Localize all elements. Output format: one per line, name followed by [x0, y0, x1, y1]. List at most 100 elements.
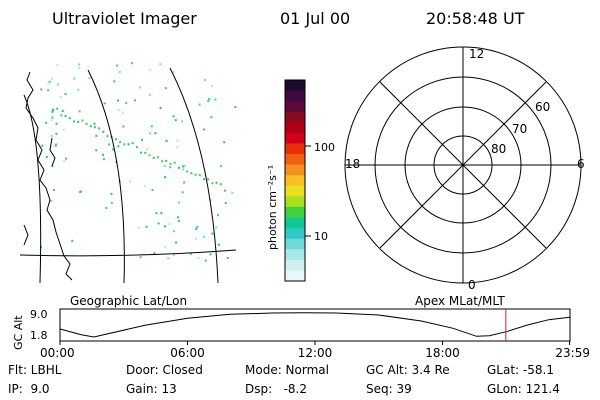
colorbar-cell — [285, 185, 305, 197]
emission-pixel — [119, 141, 122, 144]
emission-pixel — [145, 225, 148, 228]
emission-pixel — [110, 201, 113, 204]
emission-pixel — [178, 201, 180, 204]
emission-pixel — [165, 139, 168, 142]
emission-pixel — [203, 178, 205, 181]
emission-pixel — [165, 159, 168, 162]
emission-pixel — [224, 189, 226, 192]
altitude-tick-label: 9.0 — [30, 308, 48, 321]
emission-pixel — [164, 176, 166, 179]
colorbar-tick-label: 10 — [314, 230, 328, 243]
emission-pixel — [78, 66, 81, 69]
colorbar-unit-label: photon cm⁻²s⁻¹ — [266, 165, 279, 250]
mlt-label-noon: 12 — [469, 47, 484, 61]
emission-pixel — [135, 146, 138, 149]
emission-pixel — [211, 182, 214, 185]
emission-pixel — [60, 114, 63, 117]
emission-pixel — [53, 189, 55, 192]
emission-pixel — [64, 93, 67, 95]
emission-pixel — [78, 63, 81, 66]
emission-pixel — [215, 181, 218, 184]
emission-pixel — [51, 116, 54, 119]
emission-pixel — [172, 71, 175, 74]
emission-pixel — [183, 164, 186, 167]
colorbar-cell — [285, 206, 305, 219]
emission-pixel — [105, 207, 108, 209]
emission-pixel — [220, 165, 223, 167]
polar-diagonal — [379, 81, 547, 249]
emission-pixel — [94, 126, 96, 129]
emission-pixel — [122, 125, 125, 128]
emission-pixel — [112, 148, 114, 151]
emission-pixel — [102, 153, 104, 156]
emission-pixel — [234, 106, 237, 108]
colorbar-frame — [284, 79, 306, 282]
emission-pixel — [224, 202, 227, 204]
colorbar-cell — [285, 164, 305, 176]
emission-pixel — [211, 85, 214, 88]
emission-pixel — [157, 222, 160, 225]
emission-pixel — [63, 159, 66, 162]
colorbar-cell — [285, 175, 305, 187]
coastline-fragment — [23, 224, 29, 246]
emission-pixel — [207, 178, 210, 181]
emission-pixel — [103, 158, 105, 161]
status-dsp: Dsp: -8.2 — [245, 382, 307, 396]
mlat-label-80: 80 — [491, 142, 506, 156]
emission-pixel — [54, 144, 57, 147]
altitude-tick-label: 1.8 — [30, 329, 48, 342]
emission-pixel — [55, 143, 58, 146]
emission-pixel — [88, 77, 91, 80]
emission-pixel — [149, 93, 151, 96]
emission-pixel — [45, 156, 48, 158]
emission-pixel — [172, 115, 175, 118]
colorbar-cell — [285, 132, 305, 145]
emission-pixel — [61, 109, 64, 112]
emission-pixel — [152, 156, 155, 159]
emission-pixel — [114, 138, 117, 141]
emission-pixel — [56, 63, 59, 66]
colorbar-cell — [285, 249, 305, 261]
geographic-image-panel — [19, 62, 237, 284]
emission-pixel — [194, 173, 197, 176]
colorbar-cell — [285, 80, 305, 92]
emission-pixel — [143, 184, 146, 187]
emission-pixel — [93, 122, 96, 125]
time-axis-ticks: 00:00 06:00 12:00 18:00 23:59 — [40, 341, 590, 360]
colorbar-tick-label: 100 — [314, 141, 335, 154]
emission-pixel — [56, 107, 59, 110]
emission-pixel — [217, 243, 220, 246]
emission-pixel — [175, 146, 178, 149]
emission-pixel — [52, 108, 54, 111]
emission-pixel — [215, 226, 218, 229]
emission-pixel — [156, 156, 159, 159]
emission-pixel — [139, 86, 142, 89]
emission-pixel — [63, 128, 66, 131]
emission-pixel — [209, 253, 212, 256]
status-panel: Flt: LBHL Door: Closed Mode: Normal GC A… — [8, 363, 560, 396]
emission-pixel — [85, 122, 88, 125]
emission-pixel — [107, 143, 110, 146]
emission-pixel — [208, 98, 211, 100]
emission-pixel — [169, 162, 172, 165]
coastline — [25, 71, 73, 281]
emission-pixel — [121, 111, 124, 114]
emission-pixel — [127, 143, 130, 146]
status-mode: Mode: Normal — [245, 363, 329, 377]
emission-pixel — [176, 139, 179, 142]
emission-pixel — [40, 88, 43, 91]
status-door: Door: Closed — [126, 363, 203, 377]
emission-pixel — [173, 161, 176, 164]
time-axis-tick-label: 12:00 — [298, 346, 333, 360]
parallel-line — [19, 249, 237, 257]
emission-pixel — [223, 141, 226, 144]
emission-pixel — [134, 99, 136, 102]
mlt-label-dawn: 6 — [577, 157, 585, 171]
status-filter: Flt: LBHL — [8, 363, 62, 377]
emission-pixel — [203, 128, 206, 131]
emission-pixel — [78, 110, 81, 113]
emission-pixel — [186, 170, 189, 173]
emission-pixel — [129, 180, 132, 183]
emission-pixel — [226, 257, 229, 259]
colorbar-cell — [285, 238, 305, 250]
